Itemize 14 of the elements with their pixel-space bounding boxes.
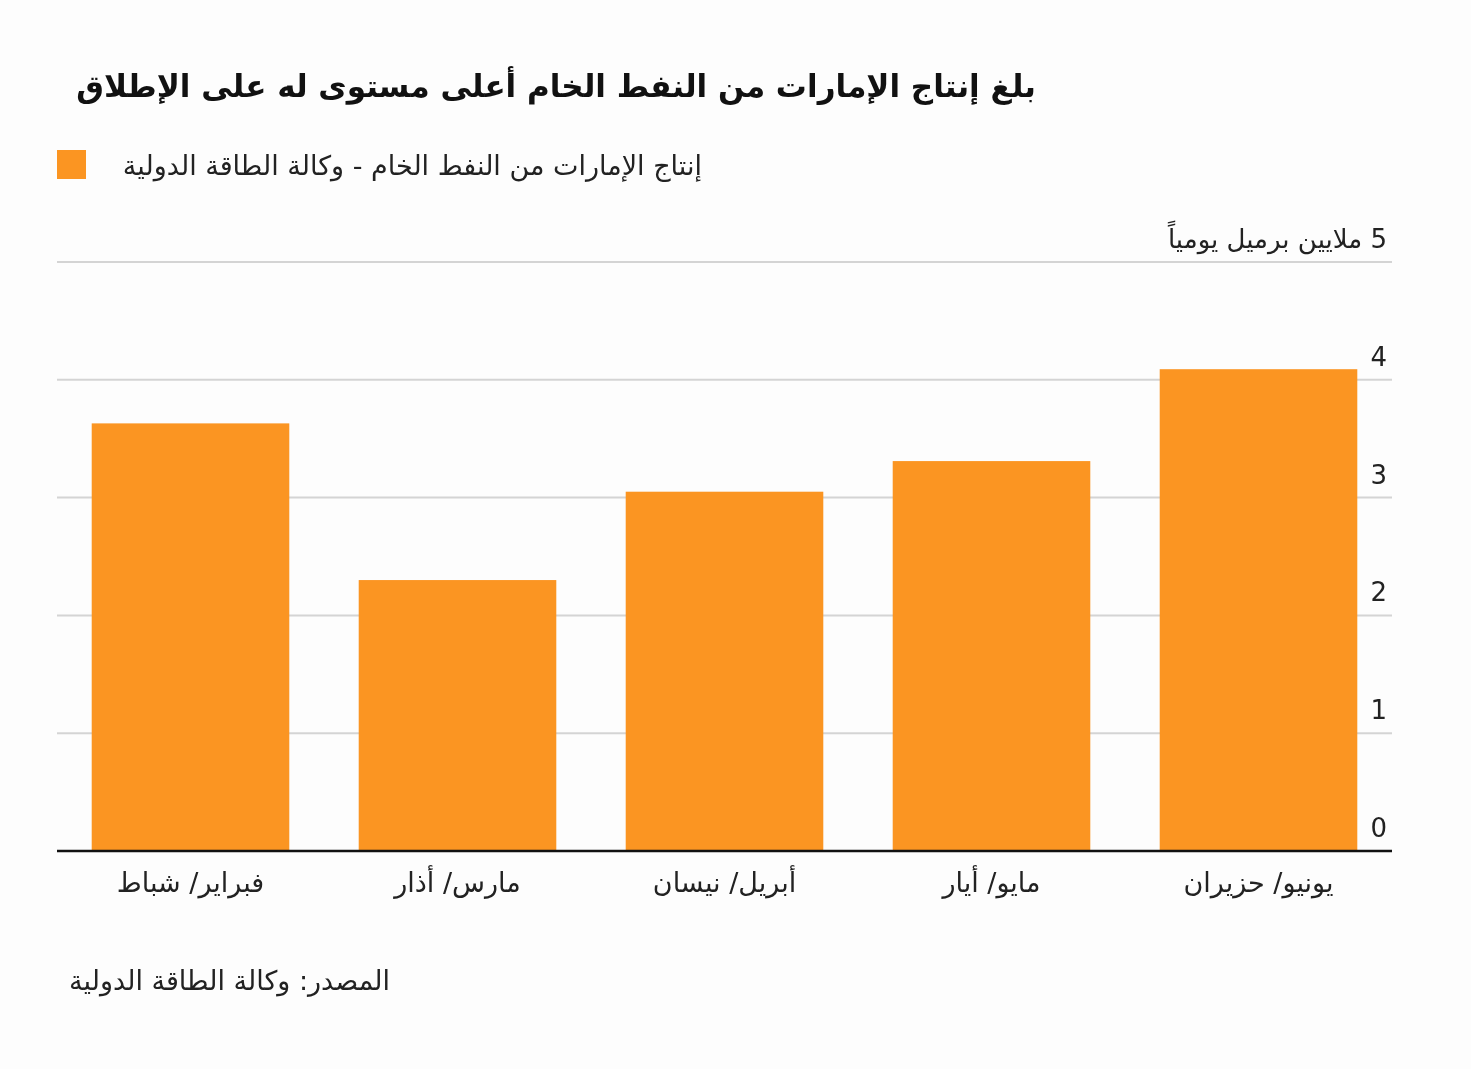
x-tick-label: مايو/ أيار bbox=[940, 864, 1041, 899]
y-tick-label: 5 ملايين برميل يومياً bbox=[1167, 220, 1387, 255]
chart-title: بلغ إنتاج الإمارات من النفط الخام أعلى مستوى له على الإطلاق bbox=[76, 66, 1036, 105]
text: المصدر: وكالة الطاقة الدولية bbox=[69, 965, 390, 997]
y-tick-label: 3 bbox=[1370, 459, 1387, 490]
x-tick-label: يونيو/ حزيران bbox=[1183, 867, 1334, 899]
y-tick-label: 2 bbox=[1370, 577, 1387, 608]
y-tick-label: 1 bbox=[1370, 695, 1387, 726]
x-tick-label: أبريل/ نيسان bbox=[652, 864, 797, 899]
x-tick-label: فبراير/ شباط bbox=[116, 867, 265, 899]
y-tick-label: 4 bbox=[1370, 341, 1387, 372]
y-tick-label: 0 bbox=[1370, 813, 1387, 843]
legend: إنتاج الإمارات من النفط الخام - وكالة الطاقة الدولية bbox=[57, 150, 702, 181]
x-tick-label: مارس/ أذار bbox=[392, 864, 521, 899]
